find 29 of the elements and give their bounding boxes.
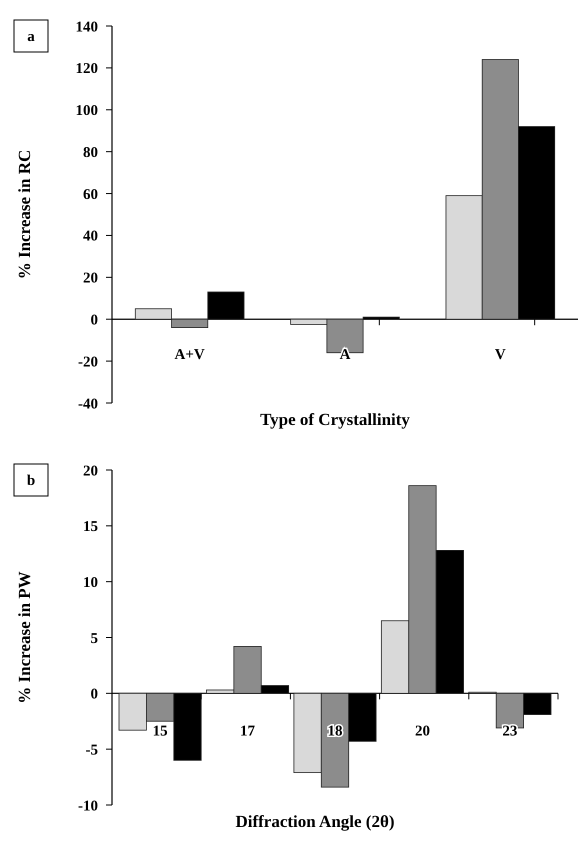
y-tick-label: 80 <box>83 144 98 161</box>
x-tick-label: 18 <box>328 723 342 740</box>
x-tick-label: 15 <box>152 723 168 740</box>
x-axis-title: Type of Crystallinity <box>260 410 410 429</box>
x-tick-label: A+V <box>174 347 205 364</box>
y-tick-label: 140 <box>76 19 98 36</box>
x-tick-label: V <box>494 347 506 364</box>
y-tick-label: 15 <box>83 519 98 536</box>
x-tick-label: 17 <box>240 723 256 740</box>
y-tick-label: 0 <box>90 686 98 703</box>
x-axis-title: Diffraction Angle (2θ) <box>235 812 395 831</box>
y-tick-label: -5 <box>86 742 98 758</box>
y-tick-label: -40 <box>78 396 98 412</box>
y-axis-title: % Increase in RC <box>15 150 34 280</box>
y-tick-label: 60 <box>83 186 98 203</box>
y-tick-label: 5 <box>90 630 98 647</box>
y-axis-title: % Increase in PW <box>15 571 34 704</box>
y-tick-label: 100 <box>76 103 98 120</box>
y-tick-label: 20 <box>83 463 98 480</box>
y-tick-label: 120 <box>76 61 98 78</box>
y-tick-label: -20 <box>78 354 98 370</box>
y-tick-label: -10 <box>78 798 98 814</box>
y-tick-label: 0 <box>90 312 98 328</box>
y-tick-label: 20 <box>83 270 98 287</box>
y-tick-label: 10 <box>83 574 98 591</box>
text: a <box>27 29 36 45</box>
y-tick-label: 40 <box>83 228 98 245</box>
text: b <box>26 473 36 489</box>
x-tick-label: 20 <box>414 723 430 740</box>
